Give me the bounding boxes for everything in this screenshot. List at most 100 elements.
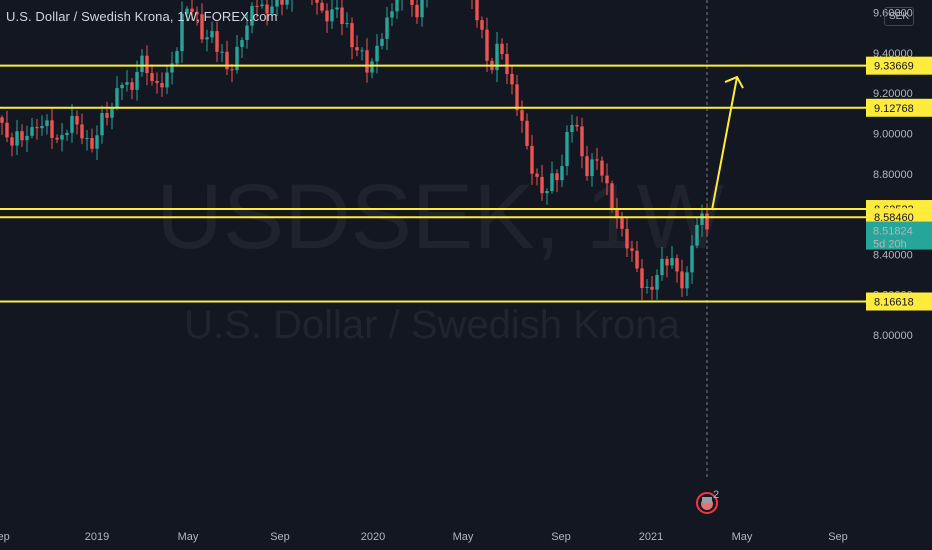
candle-body[interactable] <box>495 43 499 71</box>
candle-body[interactable] <box>80 124 84 139</box>
candle-body[interactable] <box>510 73 514 85</box>
candle-body[interactable] <box>270 6 274 14</box>
event-badge[interactable]: 2 <box>696 489 719 514</box>
candle-body[interactable] <box>275 0 279 7</box>
candle-body[interactable] <box>20 131 24 141</box>
candle-body[interactable] <box>415 4 419 18</box>
candle-body[interactable] <box>420 0 424 18</box>
candle-body[interactable] <box>395 0 399 12</box>
candlestick-series[interactable] <box>0 0 709 300</box>
candle-body[interactable] <box>75 115 79 125</box>
candle-body[interactable] <box>680 271 684 289</box>
candle-body[interactable] <box>45 120 49 127</box>
candle-body[interactable] <box>285 0 289 5</box>
candle-body[interactable] <box>120 84 124 89</box>
candle-body[interactable] <box>150 73 154 81</box>
candle-body[interactable] <box>180 13 184 52</box>
candle-body[interactable] <box>55 137 59 140</box>
candle-body[interactable] <box>580 126 584 157</box>
candle-body[interactable] <box>30 127 34 136</box>
candle-body[interactable] <box>665 258 669 266</box>
candle-body[interactable] <box>240 40 244 47</box>
candle-body[interactable] <box>165 72 169 88</box>
candle-body[interactable] <box>100 113 104 136</box>
candle-body[interactable] <box>85 137 89 139</box>
candle-body[interactable] <box>525 120 529 146</box>
candle-body[interactable] <box>585 156 589 177</box>
candle-body[interactable] <box>380 38 384 46</box>
candle-body[interactable] <box>260 4 264 7</box>
candle-body[interactable] <box>215 31 219 52</box>
candle-body[interactable] <box>515 84 519 111</box>
projection-arrow-line[interactable] <box>711 76 738 211</box>
candle-body[interactable] <box>590 159 594 177</box>
candle-body[interactable] <box>565 132 569 167</box>
time-axis[interactable]: Sep 2019 May Sep 2020 May Sep 2021 May Sep <box>0 531 848 543</box>
candle-body[interactable] <box>385 17 389 39</box>
candle-body[interactable] <box>145 55 149 74</box>
candle-body[interactable] <box>650 286 654 290</box>
price-axis[interactable]: 8.000008.200008.400008.600008.800009.000… <box>866 0 932 550</box>
candle-body[interactable] <box>60 135 64 140</box>
candle-body[interactable] <box>235 46 239 71</box>
candle-body[interactable] <box>560 166 564 181</box>
candle-body[interactable] <box>0 117 4 123</box>
candle-body[interactable] <box>230 69 234 71</box>
candle-body[interactable] <box>225 51 229 70</box>
candle-body[interactable] <box>625 228 629 249</box>
candle-body[interactable] <box>550 173 554 191</box>
currency-button[interactable]: SEK <box>884 7 914 26</box>
candle-body[interactable] <box>35 127 39 129</box>
candle-body[interactable] <box>175 51 179 64</box>
candle-body[interactable] <box>705 213 709 230</box>
candle-body[interactable] <box>600 160 604 176</box>
candle-body[interactable] <box>200 14 204 40</box>
candle-body[interactable] <box>40 126 44 129</box>
candle-body[interactable] <box>660 258 664 276</box>
candle-body[interactable] <box>245 25 249 41</box>
candle-body[interactable] <box>535 173 539 177</box>
candle-body[interactable] <box>220 51 224 53</box>
candle-body[interactable] <box>50 120 54 138</box>
candle-body[interactable] <box>575 124 579 127</box>
candle-body[interactable] <box>635 250 639 269</box>
candle-body[interactable] <box>320 2 324 11</box>
horizontal-levels[interactable]: 10.419949.958489.336699.127688.625238.58… <box>0 0 932 311</box>
candle-body[interactable] <box>485 29 489 61</box>
candle-body[interactable] <box>615 209 619 218</box>
candle-body[interactable] <box>280 0 284 5</box>
candle-body[interactable] <box>700 213 704 225</box>
candle-body[interactable] <box>390 11 394 18</box>
candle-body[interactable] <box>195 11 199 15</box>
candle-body[interactable] <box>25 135 29 141</box>
candle-body[interactable] <box>555 173 559 181</box>
candle-body[interactable] <box>70 115 74 133</box>
candle-body[interactable] <box>265 4 269 14</box>
candle-body[interactable] <box>630 248 634 251</box>
candle-body[interactable] <box>325 10 329 22</box>
candle-body[interactable] <box>360 50 364 52</box>
candle-body[interactable] <box>65 132 69 136</box>
candle-body[interactable] <box>355 47 359 51</box>
candle-body[interactable] <box>655 275 659 290</box>
candle-body[interactable] <box>610 183 614 210</box>
candle-body[interactable] <box>10 137 14 146</box>
candle-body[interactable] <box>410 0 414 5</box>
candle-body[interactable] <box>690 245 694 273</box>
candle-body[interactable] <box>570 124 574 133</box>
candle-body[interactable] <box>205 37 209 40</box>
candle-body[interactable] <box>370 61 374 73</box>
candle-body[interactable] <box>315 0 319 3</box>
candle-body[interactable] <box>365 50 369 73</box>
candle-body[interactable] <box>640 268 644 288</box>
candle-body[interactable] <box>670 258 674 266</box>
candle-body[interactable] <box>540 176 544 194</box>
candle-body[interactable] <box>190 8 194 12</box>
candle-body[interactable] <box>345 23 349 25</box>
candle-body[interactable] <box>90 137 94 149</box>
candle-body[interactable] <box>350 23 354 48</box>
candle-body[interactable] <box>330 9 334 22</box>
candle-body[interactable] <box>595 159 599 161</box>
candle-body[interactable] <box>140 55 144 73</box>
